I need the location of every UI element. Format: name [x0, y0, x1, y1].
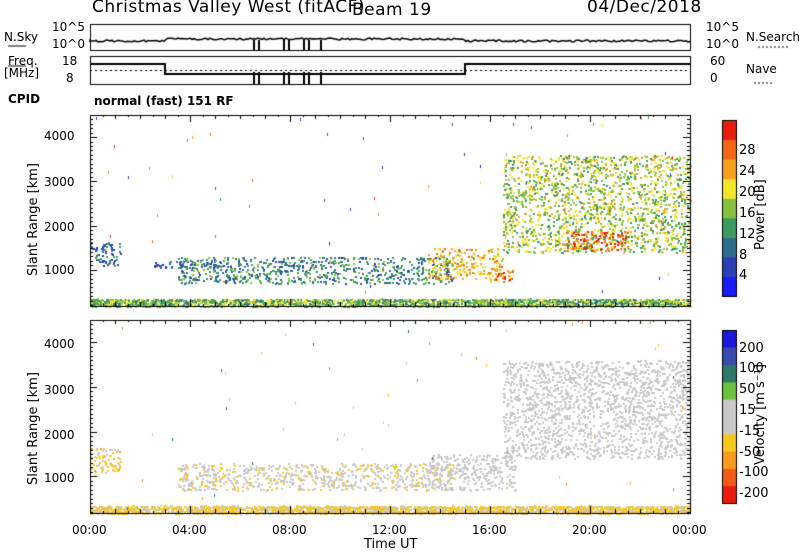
vel-ytick-4000: 4000 [44, 337, 75, 351]
noise-left-tick-bottom: 10^0 [52, 37, 85, 51]
power-cb-tick-24: 24 [739, 164, 756, 179]
velocity-ylabel: Slant Range [km] [26, 372, 41, 485]
freq-label-2: [MHz] [4, 66, 40, 80]
xtick-6: 00:00 [672, 523, 707, 537]
xtick-1: 04:00 [172, 523, 207, 537]
noise-right-label: N.Search [746, 30, 800, 44]
xtick-4: 16:00 [472, 523, 507, 537]
vel-cb-tick-15: 15 [739, 403, 756, 418]
power-cb-tick-16: 16 [739, 206, 756, 221]
vel-cb-tick-100: 100 [739, 361, 764, 376]
xtick-2: 08:00 [272, 523, 307, 537]
power-ytick-3000: 3000 [44, 175, 75, 189]
noise-right-tick-top: 10^5 [706, 20, 739, 34]
noise-right-tick-bottom: 10^0 [706, 37, 739, 51]
cpid-value: normal (fast) 151 RF [94, 94, 234, 108]
xtick-3: 12:00 [372, 523, 407, 537]
vel-cb-tick-m200: -200 [739, 486, 769, 501]
vel-cb-tick-200: 200 [739, 341, 764, 356]
freq-tick-top: 18 [62, 54, 78, 68]
xlabel: Time UT [364, 537, 418, 552]
vel-cb-tick-m15: -15 [739, 424, 761, 439]
freq-label-1: Freq. [8, 54, 38, 68]
power-cb-tick-20: 20 [739, 185, 756, 200]
beam-title: Beam 19 [352, 0, 432, 20]
vel-cb-tick-m100: -100 [739, 465, 769, 480]
xtick-5: 20:00 [572, 523, 607, 537]
freq-tick-bottom: 8 [66, 71, 74, 85]
power-ytick-1000: 1000 [44, 263, 75, 277]
noise-left-tick-top: 10^5 [52, 20, 85, 34]
power-ylabel: Slant Range [km] [26, 163, 41, 276]
power-cb-tick-4: 4 [739, 268, 748, 283]
noise-left-label: N.Sky [4, 30, 39, 44]
nave-tick-bottom: 0 [710, 71, 718, 85]
vel-cb-tick-m50: -50 [739, 445, 761, 460]
xtick-0: 00:00 [72, 523, 107, 537]
nave-label: Nave [746, 62, 777, 76]
vel-cb-tick-50: 50 [739, 382, 756, 397]
vel-ytick-3000: 3000 [44, 383, 75, 397]
station-title: Christmas Valley West (fitACF) [92, 0, 366, 17]
vel-ytick-1000: 1000 [44, 471, 75, 485]
power-ytick-2000: 2000 [44, 220, 75, 234]
vel-ytick-2000: 2000 [44, 428, 75, 442]
date-title: 04/Dec/2018 [587, 0, 702, 17]
power-cb-tick-12: 12 [739, 227, 756, 242]
cpid-label: CPID [8, 92, 41, 106]
power-cb-tick-8: 8 [739, 248, 748, 263]
nave-tick-top: 60 [710, 54, 726, 68]
power-cb-tick-28: 28 [739, 143, 756, 158]
power-ytick-4000: 4000 [44, 129, 75, 143]
